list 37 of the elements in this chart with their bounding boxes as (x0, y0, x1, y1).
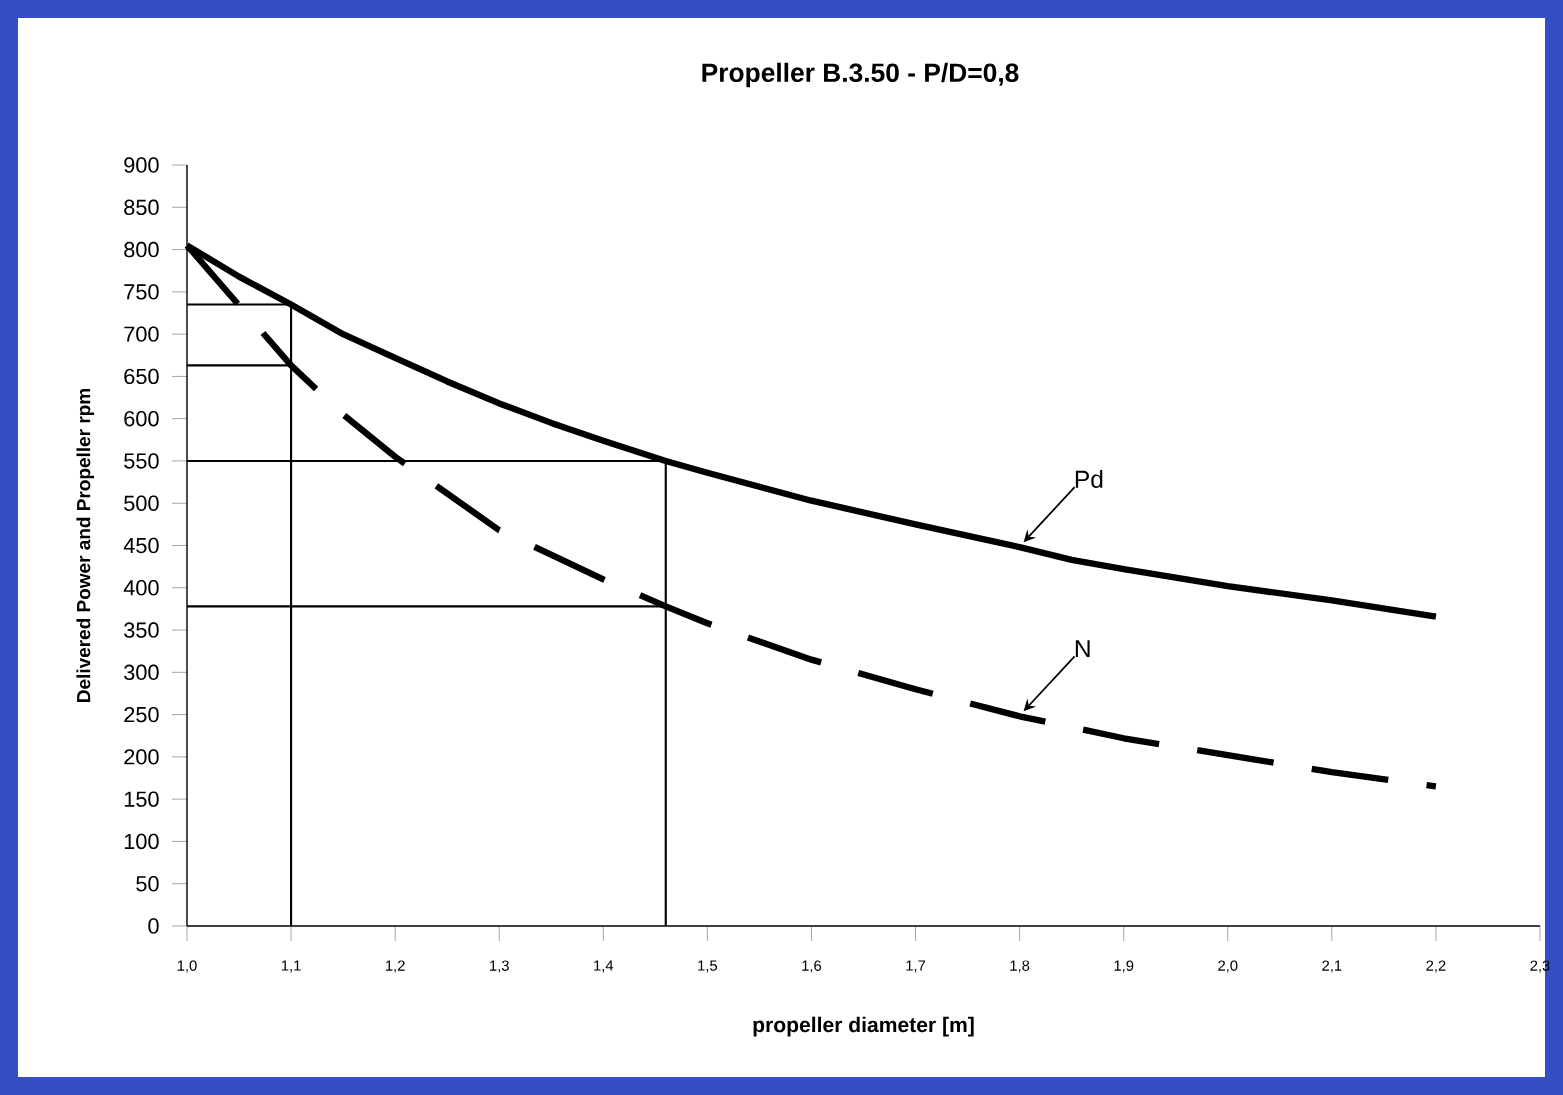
x-tick-label: 1,3 (490, 960, 509, 973)
y-tick-label: 650 (124, 368, 159, 385)
x-tick-label: 1,2 (386, 960, 405, 973)
y-tick-label: 100 (124, 833, 159, 850)
x-tick-label: 1,6 (802, 960, 822, 973)
y-tick-label: 400 (123, 580, 159, 596)
y-tick-label: 600 (124, 410, 159, 427)
y-tick-label: 350 (124, 622, 159, 638)
y-tick-label: 800 (124, 241, 159, 258)
text: N (1075, 640, 1090, 658)
y-tick-label: 300 (124, 664, 159, 681)
y-tick-label: 450 (123, 537, 159, 554)
y-tick-label: 900 (124, 157, 159, 173)
y-tick-label: 250 (124, 706, 159, 723)
x-tick-label: 1,7 (906, 960, 926, 973)
y-tick-label: 200 (124, 749, 159, 765)
x-tick-label: 2,2 (1426, 960, 1446, 973)
text: Pd (1075, 469, 1103, 488)
x-tick-label: 1,5 (698, 960, 718, 973)
y-tick-label: 150 (124, 791, 159, 807)
x-axis-title: propeller diameter [m] (753, 1016, 974, 1037)
y-tick-label: 50 (136, 876, 159, 892)
x-tick-label: 1,9 (1114, 960, 1134, 973)
y-tick-label: 750 (124, 284, 159, 300)
y-tick-label: 0 (148, 918, 159, 934)
x-tick-label: 1,4 (594, 960, 614, 973)
x-tick-label: 1,0 (177, 960, 197, 973)
y-tick-label: 700 (124, 326, 159, 342)
x-tick-label: 1,1 (281, 960, 301, 973)
x-tick-label: 1,8 (1010, 960, 1030, 973)
x-tick-label: 2,0 (1218, 960, 1238, 973)
y-axis-title: Delivered Power and Propeller rpm (76, 389, 95, 702)
y-tick-label: 500 (124, 495, 159, 511)
y-tick-label: 550 (124, 453, 159, 469)
y-tick-label: 850 (124, 199, 159, 216)
chart-title: Propeller B.3.50 - P/D=0,8 (702, 62, 1019, 88)
x-tick-label: 2,1 (1322, 960, 1342, 973)
